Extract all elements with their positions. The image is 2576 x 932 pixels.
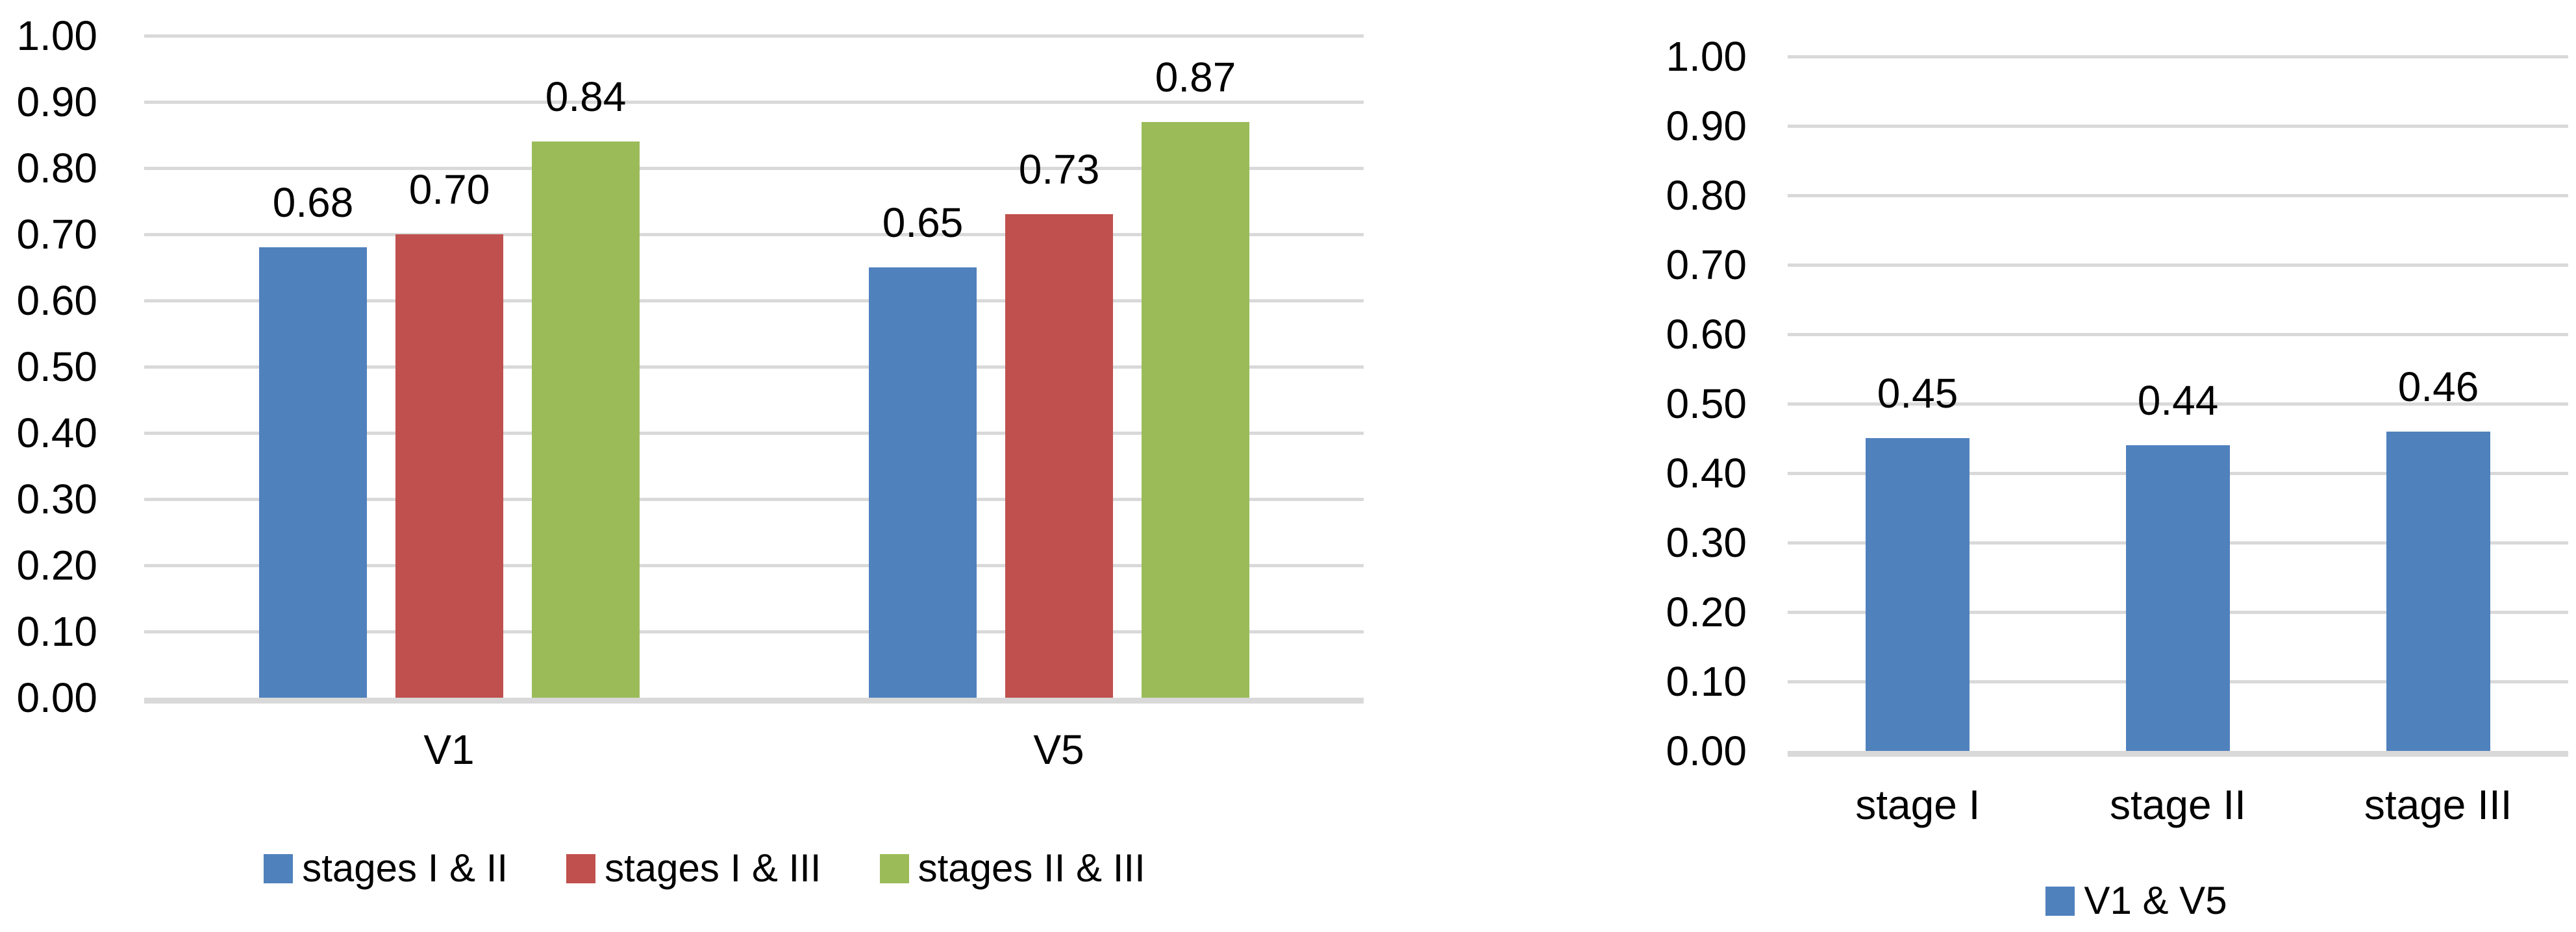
bar-data-label: 0.44 — [2137, 377, 2219, 424]
bar-v1-v5-stage-i — [1866, 438, 1970, 751]
category-label: stage III — [2364, 781, 2512, 828]
legend-marker — [566, 853, 596, 883]
category-label: V1 — [423, 726, 475, 773]
y-tick-label: 1.00 — [1666, 33, 1747, 80]
y-tick-label: 0.30 — [16, 476, 97, 522]
bar-stages-i-iii-v1 — [395, 234, 503, 698]
legend: stages I & II stages I & III stages II & I… — [0, 846, 1409, 890]
bar-data-label: 0.87 — [1155, 54, 1236, 101]
bar-stages-i-iii-v5 — [1005, 214, 1113, 698]
bar-data-label: 0.70 — [408, 166, 490, 213]
legend-marker — [2045, 886, 2075, 916]
bar-data-label: 0.68 — [272, 179, 354, 226]
y-tick-label: 1.00 — [16, 12, 97, 59]
bar-v1-v5-stage-ii — [2126, 445, 2230, 751]
bar-stages-i-ii-v5 — [869, 267, 977, 698]
gridline — [144, 299, 1364, 302]
bar-stages-ii-iii-v1 — [532, 141, 640, 698]
legend-item: stages I & II — [264, 847, 508, 890]
legend: V1 & V5 — [1701, 879, 2571, 922]
bar-data-label: 0.84 — [545, 73, 627, 120]
gridline — [1788, 402, 2568, 406]
gridline — [1788, 194, 2568, 197]
y-tick-label: 0.40 — [16, 410, 97, 456]
legend-label: V1 & V5 — [2084, 879, 2227, 922]
legend-item: stages I & III — [566, 847, 821, 890]
bar-data-label: 0.65 — [882, 199, 964, 246]
y-tick-label: 0.40 — [1666, 450, 1747, 497]
legend-item: V1 & V5 — [2045, 879, 2227, 922]
x-axis-line — [1788, 751, 2568, 757]
category-label: V5 — [1033, 726, 1084, 773]
gridline — [144, 233, 1364, 236]
legend-item: stages II & III — [879, 846, 1145, 890]
y-tick-label: 0.50 — [16, 343, 97, 390]
legend-label: stages I & II — [302, 846, 508, 890]
gridline — [144, 432, 1364, 435]
gridline — [1788, 264, 2568, 267]
gridline — [144, 101, 1364, 104]
bar-stages-ii-iii-v5 — [1142, 122, 1249, 698]
gridline — [144, 630, 1364, 633]
bar-data-label: 0.46 — [2397, 363, 2479, 410]
y-tick-label: 0.60 — [16, 277, 97, 324]
y-tick-label: 0.20 — [16, 542, 97, 589]
gridline — [1788, 333, 2568, 336]
y-tick-label: 0.10 — [1666, 658, 1747, 705]
legend-marker — [879, 853, 909, 883]
y-tick-label: 0.30 — [1666, 519, 1747, 566]
y-tick-label: 0.00 — [16, 674, 97, 721]
gridline — [144, 365, 1364, 369]
y-tick-label: 0.80 — [16, 145, 97, 191]
gridline — [144, 564, 1364, 567]
legend-label: stages II & III — [918, 846, 1145, 890]
gridline — [1788, 55, 2568, 58]
bar-v1-v5-stage-iii — [2386, 432, 2490, 751]
y-tick-label: 0.50 — [1666, 380, 1747, 427]
y-tick-label: 0.60 — [1666, 311, 1747, 358]
bar-data-label: 0.45 — [1877, 370, 1958, 417]
category-label: stage I — [1855, 781, 1981, 828]
gridline — [144, 498, 1364, 501]
gridline — [144, 34, 1364, 38]
y-tick-label: 0.20 — [1666, 589, 1747, 635]
legend-label: stages I & III — [605, 846, 821, 890]
y-tick-label: 0.80 — [1666, 172, 1747, 219]
gridline — [1788, 125, 2568, 128]
bar-stages-i-ii-v1 — [259, 247, 367, 698]
y-tick-label: 0.70 — [1666, 241, 1747, 288]
y-tick-label: 0.90 — [1666, 103, 1747, 149]
y-tick-label: 0.00 — [1666, 728, 1747, 774]
y-tick-label: 0.90 — [16, 79, 97, 125]
y-tick-label: 0.10 — [16, 608, 97, 655]
gridline — [144, 167, 1364, 170]
category-label: stage II — [2110, 781, 2246, 828]
x-axis-line — [144, 698, 1364, 704]
legend-marker — [264, 853, 294, 883]
y-tick-label: 0.70 — [16, 211, 97, 258]
bar-data-label: 0.73 — [1018, 146, 1100, 193]
